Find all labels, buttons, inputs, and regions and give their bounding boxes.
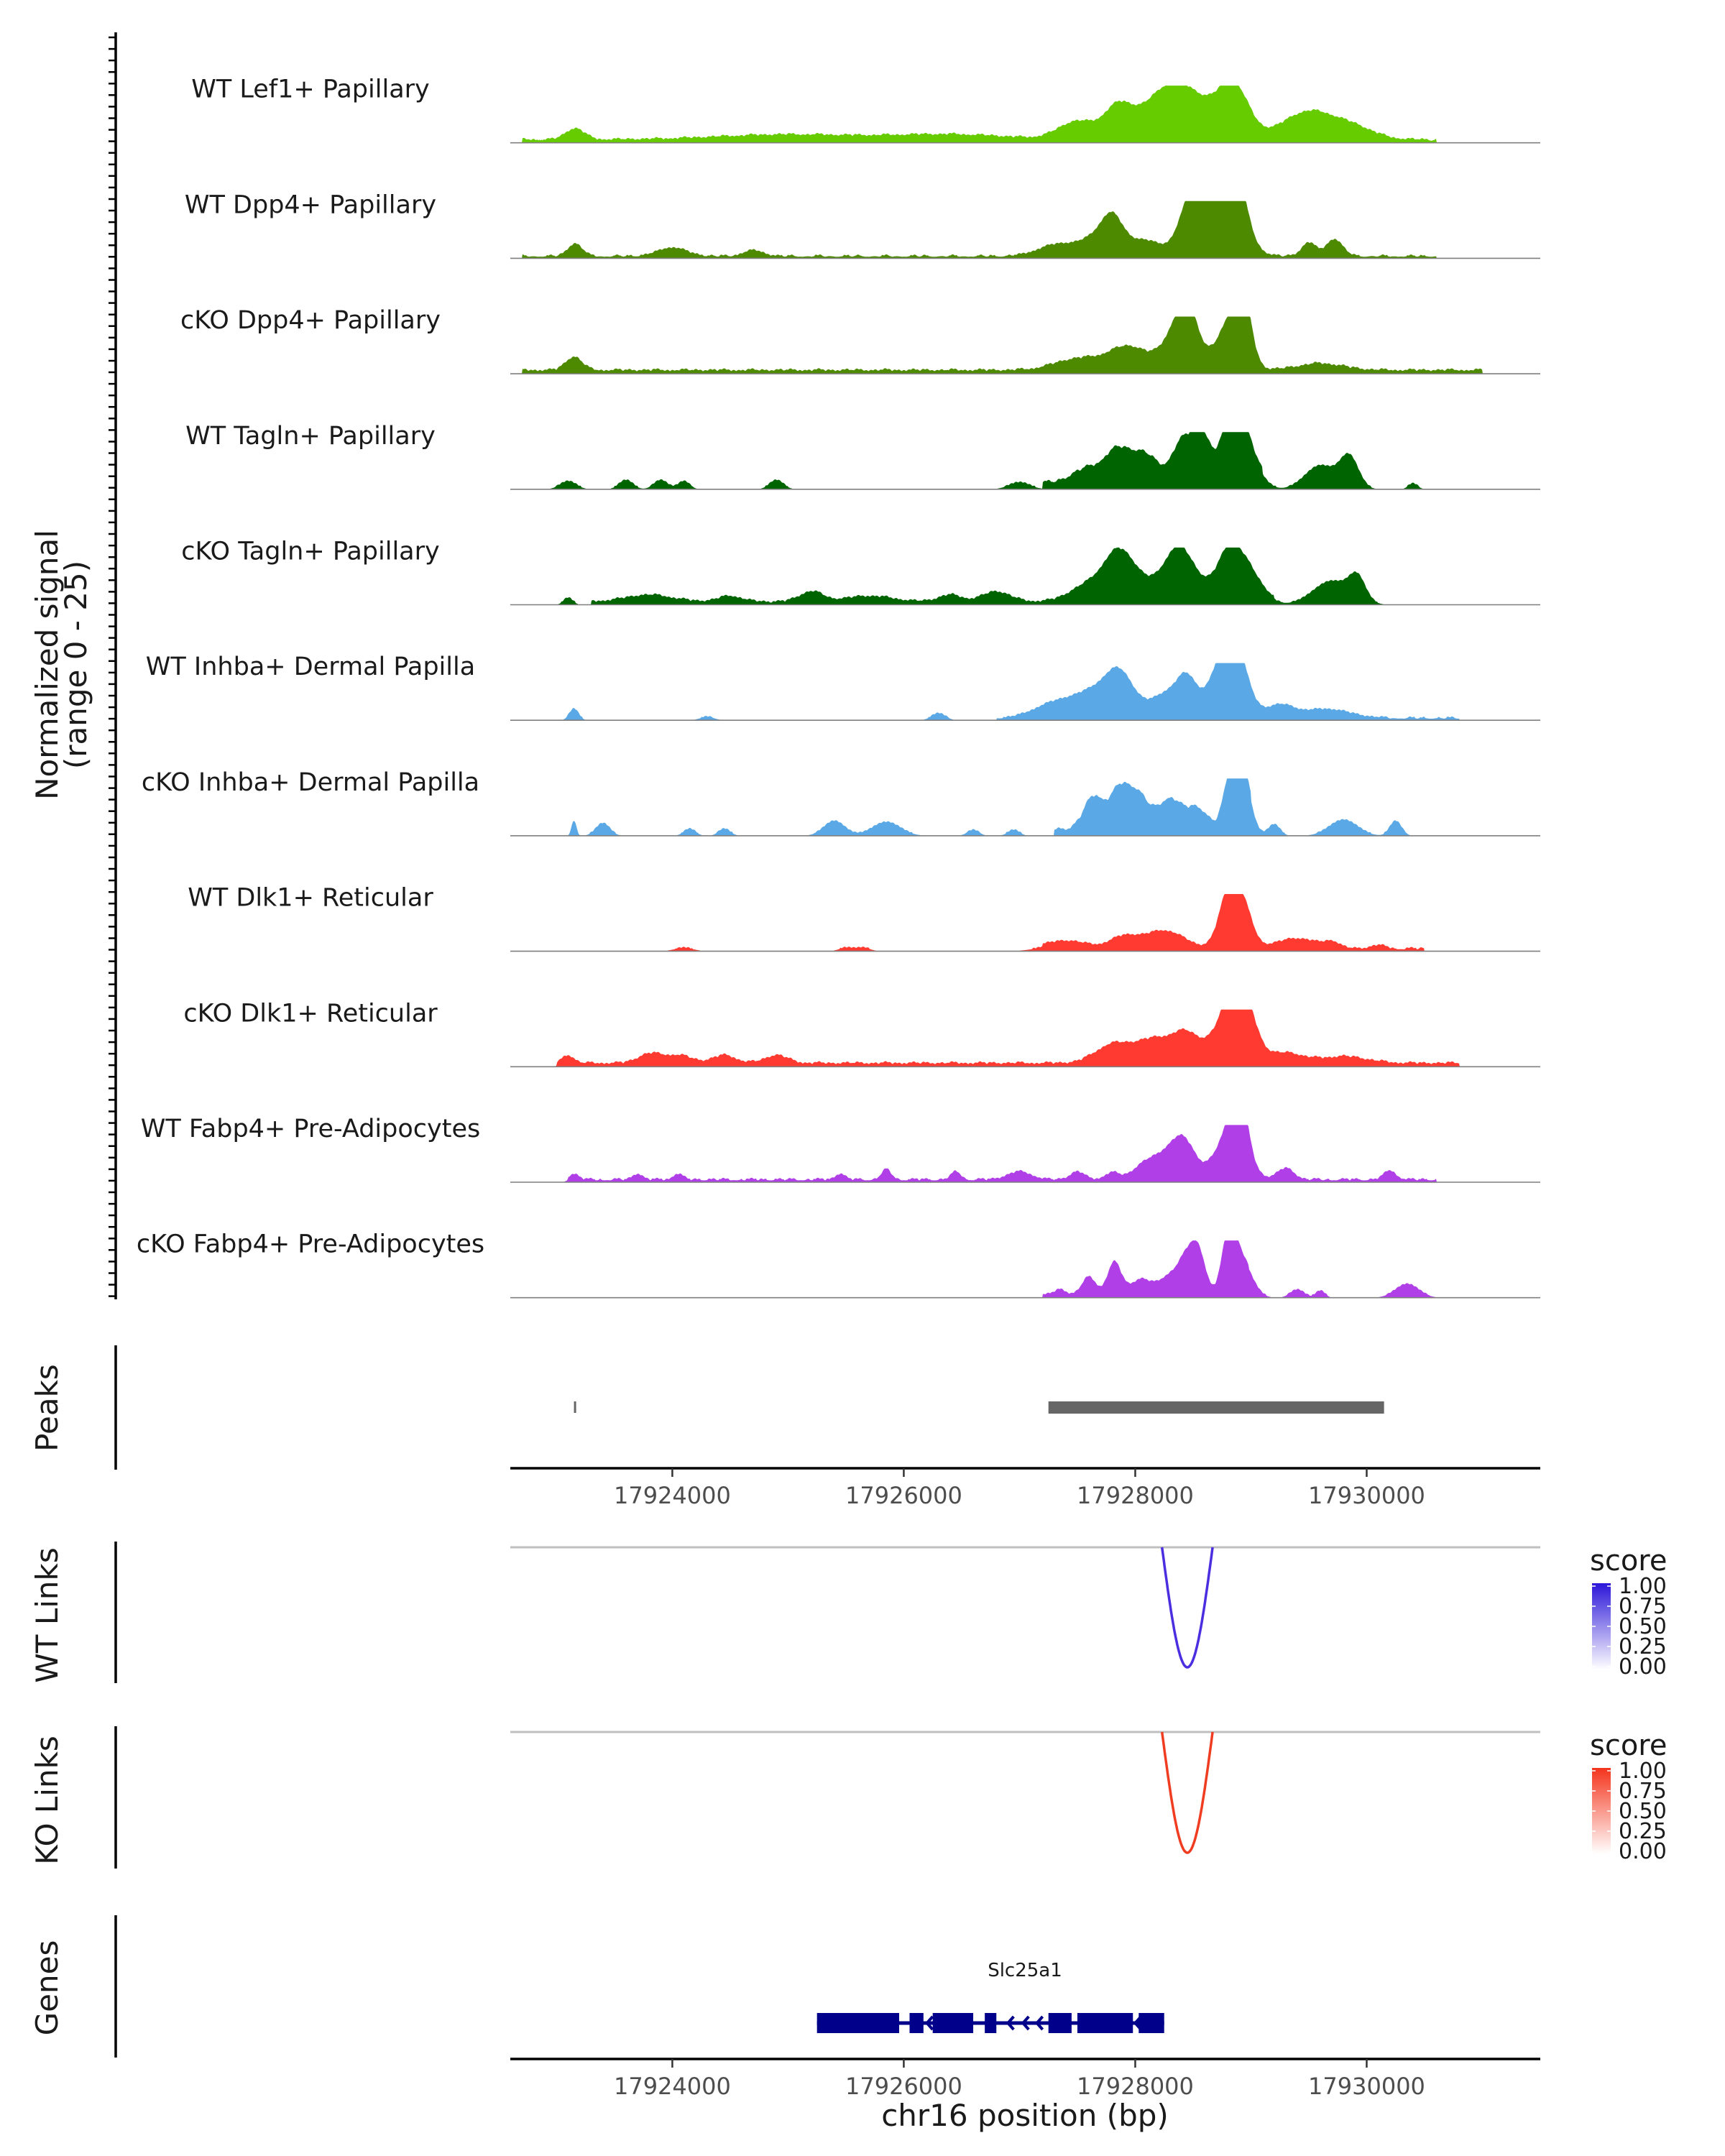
coverage-track: cKO Inhba+ Dermal Papilla xyxy=(142,768,1540,837)
track-label: WT Tagln+ Papillary xyxy=(185,422,436,451)
strand-arrow xyxy=(1133,2015,1142,2031)
gene-exon xyxy=(985,2013,997,2033)
x-tick-label: 17928000 xyxy=(1077,2073,1194,2100)
coverage-tracks: WT Lef1+ Papillary WT Dpp4+ Papillary cKO … xyxy=(137,75,1540,1299)
gene-exon xyxy=(1048,2013,1072,2033)
track-label: WT Dpp4+ Papillary xyxy=(185,190,436,219)
legend-tick-label: 0.75 xyxy=(1619,1594,1667,1619)
coverage-area xyxy=(510,663,1540,721)
legend-tick-label: 0.75 xyxy=(1619,1779,1667,1804)
x-axis-title: chr16 position (bp) xyxy=(881,2098,1169,2133)
coverage-track: WT Lef1+ Papillary xyxy=(191,75,1540,144)
coverage-area xyxy=(510,1125,1540,1182)
link-arc xyxy=(1160,1547,1214,1669)
coverage-track: WT Dpp4+ Papillary xyxy=(185,190,1540,259)
genes-panel-title: Genes xyxy=(29,1940,65,2036)
coverage-track: cKO Fabp4+ Pre-Adipocytes xyxy=(137,1230,1540,1299)
strand-arrow xyxy=(1006,2015,1015,2031)
x-tick-label: 17926000 xyxy=(845,1482,962,1509)
legend-tick-label: 0.00 xyxy=(1619,1839,1667,1864)
coverage-area xyxy=(510,1240,1540,1298)
link-arc xyxy=(1160,1731,1214,1854)
coverage-track: WT Tagln+ Papillary xyxy=(185,422,1540,490)
coverage-area xyxy=(510,894,1540,952)
x-tick-label: 17924000 xyxy=(614,1482,731,1509)
x-axis-top: 17924000 17926000 17928000 17930000 xyxy=(510,1467,1540,1509)
track-label: cKO Fabp4+ Pre-Adipocytes xyxy=(137,1230,484,1259)
legend-title: score xyxy=(1590,1544,1667,1577)
coverage-area xyxy=(510,547,1540,605)
x-tick-label: 17930000 xyxy=(1308,2073,1425,2100)
gene-label: Slc25a1 xyxy=(988,1960,1062,1981)
legend-tick-label: 0.25 xyxy=(1619,1634,1667,1659)
coverage-track: cKO Tagln+ Papillary xyxy=(181,538,1540,606)
peaks-track xyxy=(574,1401,1384,1414)
coverage-area xyxy=(510,778,1540,836)
track-label: WT Lef1+ Papillary xyxy=(191,75,430,104)
track-label: cKO Dlk1+ Reticular xyxy=(183,999,438,1028)
links-panel-title: KO Links xyxy=(29,1736,65,1865)
track-label: WT Dlk1+ Reticular xyxy=(188,884,433,913)
strand-arrow xyxy=(1021,2015,1030,2031)
track-label: WT Fabp4+ Pre-Adipocytes xyxy=(141,1115,480,1143)
peak-region xyxy=(574,1401,576,1413)
coverage-track: WT Inhba+ Dermal Papilla xyxy=(146,653,1540,722)
coverage-area xyxy=(510,316,1540,374)
strand-arrow xyxy=(924,2015,934,2031)
x-tick-label: 17926000 xyxy=(845,2073,962,2100)
legend-tick-label: 1.00 xyxy=(1619,1574,1667,1599)
x-tick-label: 17924000 xyxy=(614,2073,731,2100)
track-label: cKO Tagln+ Papillary xyxy=(181,538,440,566)
coverage-area xyxy=(510,432,1540,489)
legend-tick-label: 0.00 xyxy=(1619,1654,1667,1680)
legend-tick-label: 0.50 xyxy=(1619,1799,1667,1824)
gene-exon xyxy=(909,2013,924,2033)
coverage-track: WT Dlk1+ Reticular xyxy=(188,884,1540,952)
peaks-panel-title: Peaks xyxy=(29,1364,65,1452)
links-panel-title: WT Links xyxy=(29,1547,65,1682)
coverage-ylabel-line1: Normalized signal xyxy=(29,530,65,800)
coverage-track: cKO Dlk1+ Reticular xyxy=(183,999,1540,1068)
coverage-area xyxy=(510,1009,1540,1067)
track-label: WT Inhba+ Dermal Papilla xyxy=(146,653,475,681)
x-tick-label: 17928000 xyxy=(1077,1482,1194,1509)
gene-exon xyxy=(816,2013,899,2033)
coverage-area xyxy=(510,201,1540,259)
x-tick-label: 17930000 xyxy=(1308,1482,1425,1509)
gene-exon xyxy=(1077,2013,1133,2033)
track-label: cKO Inhba+ Dermal Papilla xyxy=(142,768,479,797)
legend-tick-label: 0.50 xyxy=(1619,1614,1667,1639)
coverage-ylabel-line2: (range 0 - 25) xyxy=(58,561,93,769)
genes-track xyxy=(816,2013,1164,2033)
strand-arrow xyxy=(1034,2015,1044,2031)
coverage-area xyxy=(510,86,1540,143)
coverage-track: WT Fabp4+ Pre-Adipocytes xyxy=(141,1115,1540,1183)
track-label: cKO Dpp4+ Papillary xyxy=(180,306,441,335)
coverage-y-axis xyxy=(109,32,117,1299)
legend-tick-label: 0.25 xyxy=(1619,1819,1667,1844)
legend-title: score xyxy=(1590,1729,1667,1762)
x-axis-bottom: 17924000 17926000 17928000 17930000 xyxy=(510,2058,1540,2100)
legend-tick-label: 1.00 xyxy=(1619,1759,1667,1784)
gene-exon xyxy=(932,2013,974,2033)
coverage-track: cKO Dpp4+ Papillary xyxy=(180,306,1540,374)
gene-exon xyxy=(1138,2013,1164,2033)
peak-region xyxy=(1048,1401,1384,1414)
